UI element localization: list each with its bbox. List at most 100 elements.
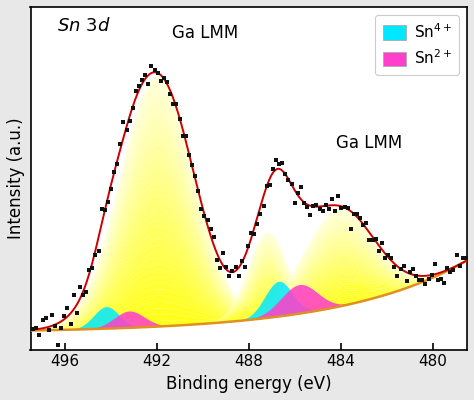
Point — [110, 169, 118, 175]
Point — [48, 312, 55, 318]
Text: Ga LMM: Ga LMM — [336, 134, 402, 152]
Point — [335, 192, 342, 199]
Point — [238, 258, 246, 264]
Point — [291, 200, 299, 206]
Point — [129, 105, 137, 112]
Point — [403, 278, 410, 284]
Point — [391, 264, 398, 270]
Point — [107, 186, 115, 193]
Point — [406, 269, 414, 276]
Point — [300, 200, 308, 207]
Point — [456, 263, 464, 269]
Point — [447, 269, 454, 275]
Point — [310, 203, 317, 210]
Point — [266, 182, 273, 188]
Point — [51, 323, 59, 330]
Point — [61, 313, 68, 319]
Point — [313, 202, 320, 208]
Point — [288, 181, 295, 188]
Point — [36, 332, 43, 339]
Point — [207, 226, 214, 232]
Point — [272, 157, 280, 163]
Point — [145, 81, 152, 88]
Point — [141, 72, 149, 78]
Point — [256, 210, 264, 217]
Point — [70, 292, 77, 298]
Point — [409, 266, 417, 272]
Point — [294, 190, 301, 197]
Point — [437, 276, 445, 282]
Point — [247, 230, 255, 236]
Point — [241, 264, 249, 270]
Point — [216, 265, 224, 271]
Point — [425, 276, 432, 282]
Point — [82, 288, 90, 295]
Point — [422, 280, 429, 287]
Point — [191, 173, 199, 180]
Point — [387, 255, 395, 261]
Point — [228, 267, 236, 274]
Point — [275, 160, 283, 167]
Point — [316, 206, 323, 212]
Point — [232, 264, 239, 270]
Point — [378, 239, 386, 246]
Point — [135, 83, 143, 89]
Point — [104, 199, 112, 206]
Point — [353, 211, 361, 218]
Point — [95, 248, 102, 254]
Point — [303, 204, 311, 210]
Point — [117, 141, 124, 148]
Point — [55, 342, 62, 348]
Point — [260, 203, 267, 210]
Point — [462, 254, 470, 261]
Point — [148, 62, 155, 69]
Point — [29, 326, 37, 332]
Point — [365, 237, 373, 243]
Point — [73, 310, 81, 316]
Point — [154, 69, 162, 76]
Point — [226, 273, 233, 280]
Point — [39, 317, 46, 324]
Point — [328, 196, 336, 202]
Point — [79, 292, 87, 298]
Point — [337, 204, 345, 211]
Point — [359, 221, 367, 228]
Point — [176, 116, 183, 122]
Point — [278, 160, 286, 166]
Point — [64, 305, 71, 311]
Point — [132, 88, 140, 94]
Point — [344, 205, 351, 212]
Point — [182, 133, 190, 140]
Point — [393, 273, 401, 280]
X-axis label: Binding energy (eV): Binding energy (eV) — [166, 375, 332, 393]
Point — [89, 265, 96, 271]
Point — [219, 250, 227, 256]
Point — [67, 320, 74, 327]
Point — [188, 162, 196, 168]
Point — [263, 182, 271, 189]
Point — [415, 277, 423, 283]
Point — [91, 252, 99, 258]
Text: $\it{Sn\ 3d}$: $\it{Sn\ 3d}$ — [57, 17, 110, 35]
Point — [213, 256, 221, 263]
Point — [138, 77, 146, 84]
Point — [347, 226, 355, 232]
Point — [369, 237, 376, 243]
Point — [204, 217, 211, 223]
Text: Ga LMM: Ga LMM — [172, 24, 238, 42]
Point — [166, 90, 174, 97]
Point — [198, 206, 205, 212]
Point — [341, 204, 348, 210]
Point — [297, 183, 305, 190]
Point — [384, 252, 392, 258]
Point — [434, 276, 442, 283]
Point — [356, 215, 364, 221]
Point — [173, 101, 180, 108]
Point — [101, 207, 109, 213]
Point — [120, 119, 128, 125]
Point — [325, 206, 333, 212]
Point — [179, 133, 186, 139]
Point — [33, 325, 40, 331]
Point — [459, 255, 466, 262]
Point — [160, 74, 168, 81]
